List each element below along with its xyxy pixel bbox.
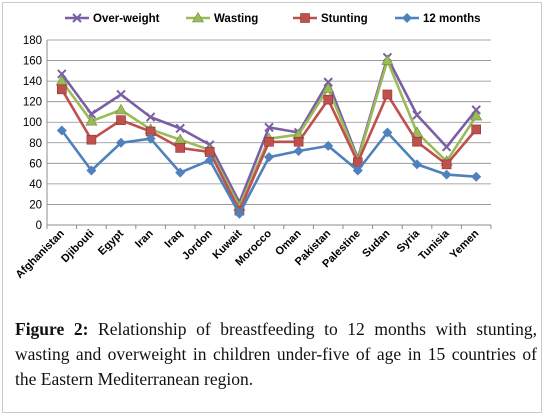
- series-12-months: [56, 125, 482, 219]
- data-point: [322, 82, 335, 93]
- axes: [46, 40, 492, 229]
- data-point: [470, 109, 483, 121]
- data-point: [471, 171, 482, 182]
- y-tick-label: 40: [29, 179, 42, 191]
- data-point: [471, 105, 481, 115]
- series-lines: [55, 52, 483, 219]
- data-point: [412, 110, 422, 120]
- x-tick-label: Yemen: [448, 227, 482, 261]
- y-tick-label: 100: [23, 117, 42, 129]
- x-tick-label: Egypt: [96, 227, 126, 257]
- legend-item: 12 months: [395, 13, 481, 25]
- x-tick-label: Afghanistan: [13, 227, 67, 281]
- data-point: [145, 112, 156, 122]
- data-point: [72, 13, 82, 23]
- data-point: [412, 159, 422, 170]
- data-point: [234, 208, 245, 219]
- y-tick-label: 180: [23, 35, 42, 47]
- caption-text: Relationship of breastfeeding to 12 mont…: [15, 319, 537, 389]
- data-point: [116, 89, 126, 100]
- x-tick-label: Iraq: [163, 228, 186, 251]
- y-tick-label: 20: [29, 199, 42, 211]
- data-point: [323, 140, 334, 151]
- x-tick-label: Tunisia: [417, 227, 453, 263]
- data-point: [382, 89, 393, 100]
- caption-label: Figure 2:: [15, 319, 89, 339]
- data-point: [441, 169, 452, 180]
- data-point: [175, 123, 185, 134]
- y-tick-label: 120: [23, 97, 42, 109]
- data-point: [85, 115, 98, 126]
- legend-label: Wasting: [214, 13, 258, 25]
- data-point: [300, 13, 310, 23]
- data-point: [323, 77, 333, 87]
- y-tick-label: 60: [29, 158, 42, 170]
- y-tick-label: 0: [36, 220, 42, 232]
- data-point: [175, 143, 185, 153]
- data-point: [204, 155, 215, 166]
- x-tick-label: Djibouti: [59, 228, 96, 265]
- x-tick-label: Syria: [395, 227, 423, 255]
- data-point: [191, 11, 205, 23]
- data-point: [410, 126, 424, 137]
- data-point: [114, 103, 128, 115]
- data-point: [116, 137, 126, 148]
- line-chart: 0 20 40 60 80 100 120 140 160 180 AfghanistanDjib…: [13, 11, 492, 281]
- data-point: [412, 136, 422, 147]
- legend-label: Stunting: [321, 13, 368, 25]
- data-point: [293, 136, 304, 147]
- data-point: [441, 142, 452, 152]
- figure-caption: Figure 2: Relationship of breastfeeding …: [15, 317, 537, 392]
- y-tick-label: 80: [29, 138, 42, 150]
- legend-item: Over-weight: [65, 13, 160, 25]
- data-point: [352, 165, 363, 176]
- x-tick-label: Sudan: [360, 227, 392, 259]
- data-point: [175, 167, 186, 178]
- data-point: [56, 125, 67, 136]
- data-point: [293, 146, 304, 156]
- legend: Over-weight Wasting Stunting 12 months: [65, 11, 481, 25]
- series-line: [60, 56, 478, 204]
- data-point: [441, 159, 452, 170]
- data-point: [323, 94, 334, 105]
- legend-item: Wasting: [186, 11, 258, 25]
- data-point: [86, 165, 97, 176]
- data-point: [145, 133, 156, 144]
- y-axis-tick-labels: 0 20 40 60 80 100 120 140 160 180: [23, 35, 42, 232]
- data-point: [381, 54, 394, 65]
- legend-label: Over-weight: [93, 13, 160, 25]
- y-tick-label: 160: [23, 56, 42, 68]
- data-point: [382, 127, 393, 138]
- data-point: [402, 13, 412, 23]
- data-point: [86, 134, 97, 145]
- data-point: [56, 84, 67, 95]
- data-point: [57, 69, 67, 79]
- x-tick-label: Jordon: [180, 227, 215, 262]
- data-point: [116, 115, 126, 125]
- data-point: [264, 122, 274, 133]
- data-point: [264, 152, 274, 163]
- data-point: [264, 136, 274, 147]
- data-point: [205, 147, 215, 157]
- legend-item: Stunting: [293, 13, 368, 25]
- y-tick-label: 140: [23, 76, 42, 88]
- legend-label: 12 months: [423, 13, 481, 25]
- series-wasting: [55, 54, 483, 211]
- x-tick-label: Iran: [133, 227, 156, 250]
- data-point: [471, 124, 482, 135]
